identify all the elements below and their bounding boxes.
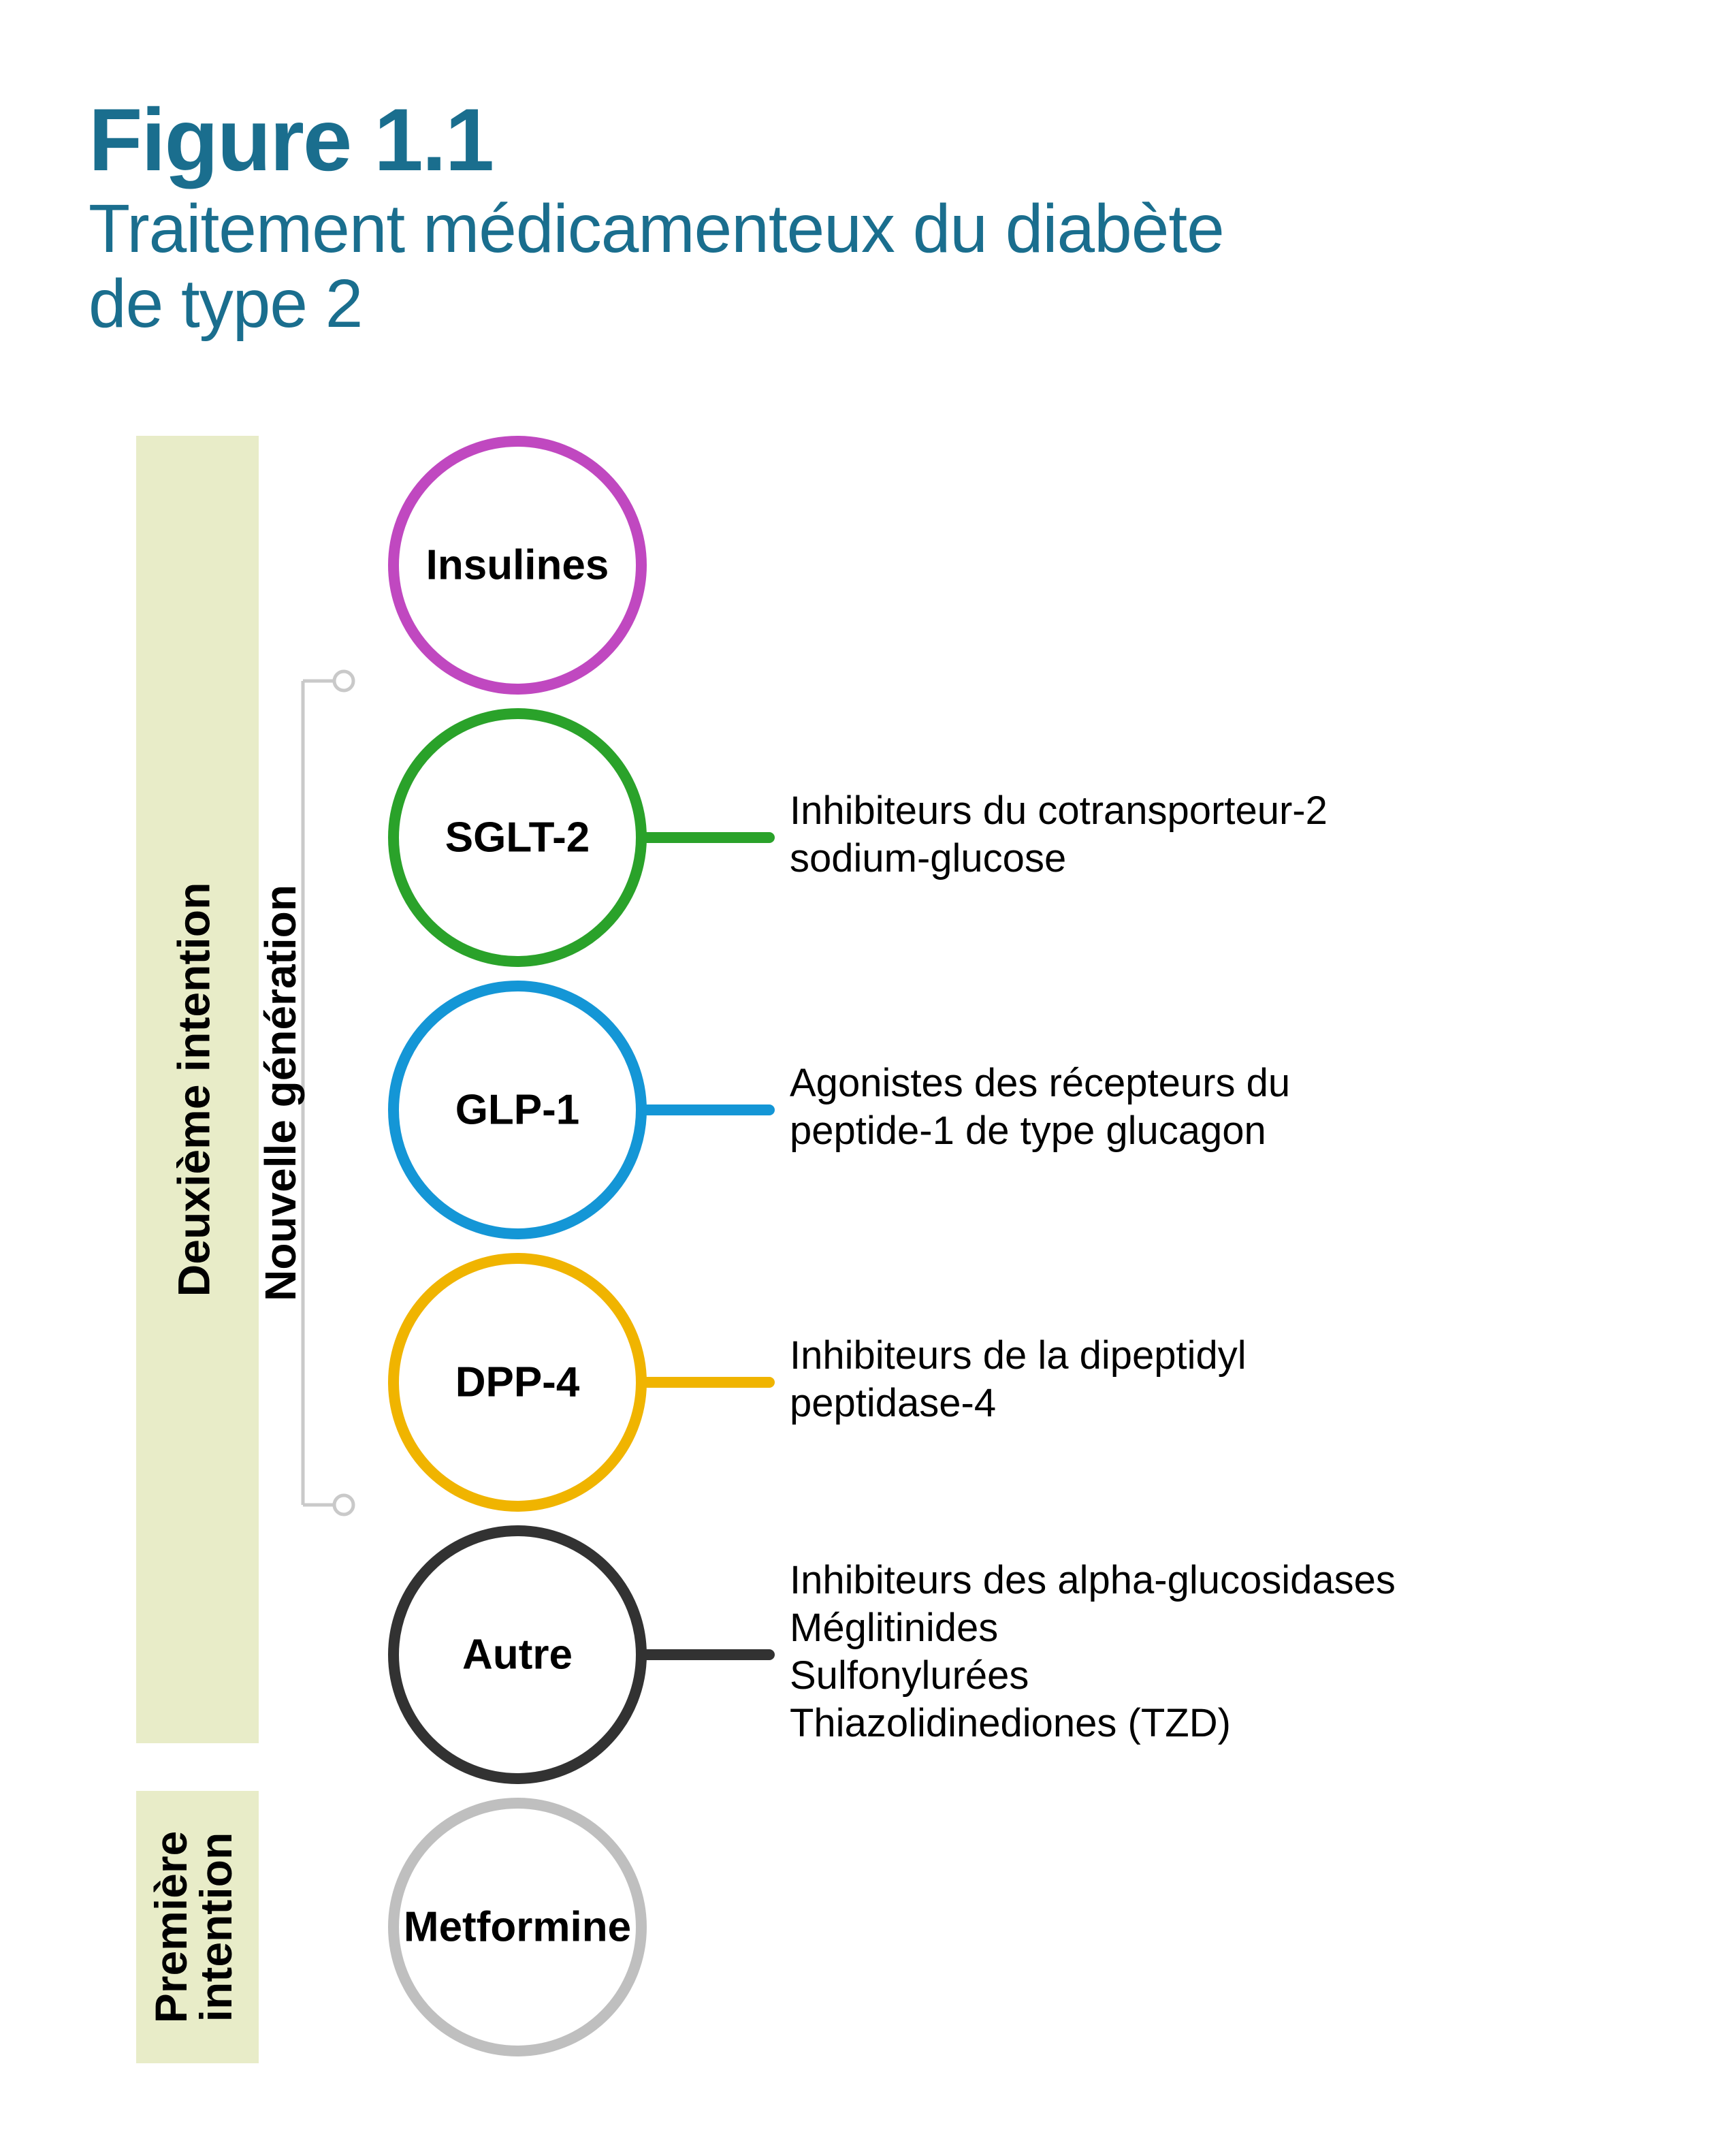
figure-number: Figure 1.1 bbox=[89, 90, 493, 189]
drug-desc-autre-line: Inhibiteurs des alpha-glucosidases bbox=[790, 1558, 1396, 1602]
drug-desc-glp1-line: Agonistes des récepteurs du bbox=[790, 1061, 1290, 1105]
drug-desc-sglt2-line: sodium-glucose bbox=[790, 836, 1066, 880]
generation-label: Nouvelle génération bbox=[256, 885, 305, 1301]
drug-desc-autre: Inhibiteurs des alpha-glucosidasesMéglit… bbox=[790, 1558, 1396, 1745]
band-second-intention-label: Deuxième intention bbox=[168, 883, 219, 1297]
drug-label-dpp4: DPP-4 bbox=[455, 1359, 580, 1406]
drug-desc-glp1: Agonistes des récepteurs dupeptide-1 de … bbox=[790, 1061, 1290, 1153]
drug-label-glp1: GLP-1 bbox=[455, 1087, 580, 1134]
drug-desc-dpp4-line: Inhibiteurs de la dipeptidyl bbox=[790, 1333, 1247, 1378]
drug-desc-glp1-line: peptide-1 de type glucagon bbox=[790, 1109, 1266, 1153]
drug-desc-autre-line: Méglitinides bbox=[790, 1606, 998, 1650]
diagram-canvas: Figure 1.1Traitement médicamenteux du di… bbox=[0, 0, 1736, 2130]
drug-desc-dpp4: Inhibiteurs de la dipeptidylpeptidase-4 bbox=[790, 1333, 1247, 1425]
drug-label-sglt2: SGLT-2 bbox=[445, 814, 590, 861]
generation-bracket-dot-top bbox=[334, 671, 353, 690]
drug-desc-autre-line: Sulfonylurées bbox=[790, 1653, 1029, 1698]
figure-root: Figure 1.1Traitement médicamenteux du di… bbox=[0, 0, 1736, 2130]
drug-label-metformine: Metformine bbox=[404, 1904, 631, 1951]
generation-bracket-dot-bottom bbox=[334, 1495, 353, 1514]
drug-desc-dpp4-line: peptidase-4 bbox=[790, 1381, 996, 1425]
drug-label-autre: Autre bbox=[462, 1632, 573, 1679]
band-first-intention-label: Premièreintention bbox=[146, 1831, 241, 2024]
drug-desc-autre-line: Thiazolidinediones (TZD) bbox=[790, 1701, 1231, 1745]
figure-title-line2: de type 2 bbox=[89, 266, 362, 342]
drug-label-insulines: Insulines bbox=[426, 542, 609, 589]
figure-title-line1: Traitement médicamenteux du diabète bbox=[89, 191, 1224, 267]
drug-desc-sglt2-line: Inhibiteurs du cotransporteur-2 bbox=[790, 789, 1328, 833]
drug-desc-sglt2: Inhibiteurs du cotransporteur-2sodium-gl… bbox=[790, 789, 1328, 880]
